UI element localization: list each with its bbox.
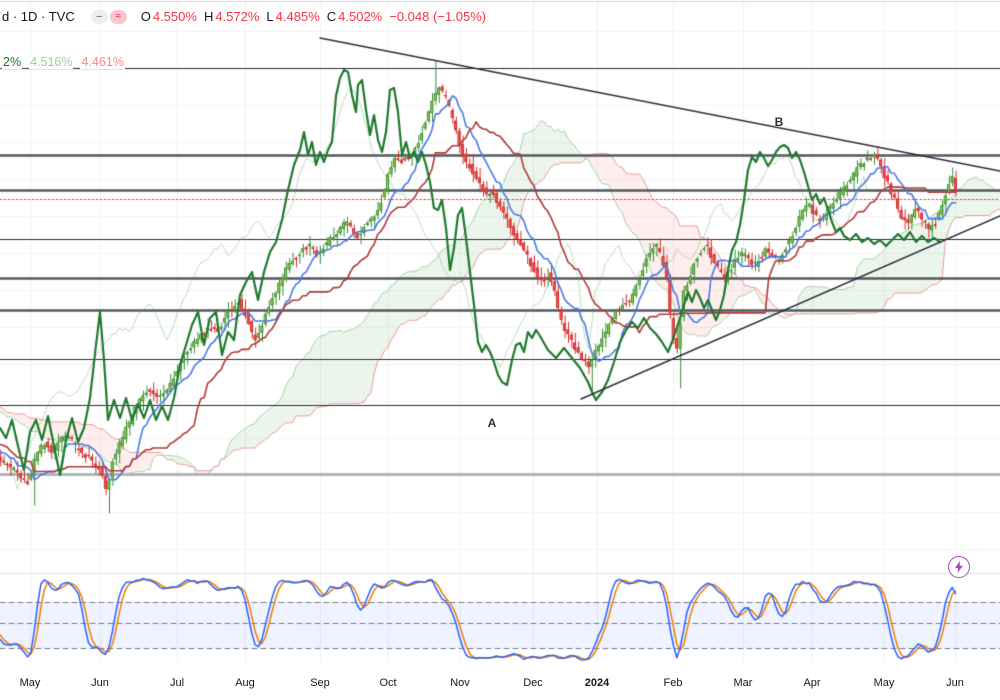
time-axis-label-mar-10: Mar — [733, 677, 753, 689]
lightning-bolt-button[interactable] — [948, 556, 970, 578]
indicator-value-0: 2% — [2, 55, 23, 69]
open-value: 4.550% — [152, 9, 197, 24]
trendline-label-B: B — [774, 115, 784, 129]
lightning-icon — [955, 561, 963, 573]
time-axis-label-feb-9: Feb — [663, 677, 683, 689]
legend-pill-group: – ≈ — [90, 9, 127, 24]
time-axis-label-nov-6: Nov — [450, 677, 470, 689]
close-value: 4.502% — [338, 9, 383, 24]
ohlc-values: O 4.550% H 4.572% L 4.485% C 4.502% −0.048 (… — [140, 9, 487, 24]
low-label: L — [266, 9, 274, 24]
time-axis-label-sep-4: Sep — [310, 677, 330, 689]
hide-indicator-button[interactable]: – — [90, 9, 108, 24]
time-axis-label-jun-13: Jun — [946, 677, 964, 689]
high-label: H — [203, 9, 214, 24]
time-axis[interactable]: May Jun Jul Aug Sep Oct Nov Dec 2024 Feb Mar Apr May… — [0, 663, 1000, 700]
time-axis-label-2024-8: 2024 — [584, 677, 610, 689]
low-value: 4.485% — [275, 9, 320, 24]
time-axis-label-dec-7: Dec — [523, 677, 543, 689]
time-axis-label-oct-5: Oct — [379, 677, 397, 689]
trendline-label-A: A — [487, 416, 497, 430]
open-label: O — [140, 9, 151, 24]
indicator-value-2: 4.461% — [80, 55, 125, 69]
percent-scale-button[interactable]: ≈ — [109, 9, 127, 24]
time-axis-label-aug-3: Aug — [235, 677, 255, 689]
time-axis-label-may-12: May — [873, 677, 895, 689]
indicator-value-1: 4.516% — [29, 55, 74, 69]
symbol-legend: d · 1D · TVC – ≈ O 4.550% H 4.572% L 4.485%… — [2, 9, 487, 24]
time-axis-label-may-0: May — [19, 677, 41, 689]
time-axis-label-jul-2: Jul — [169, 677, 185, 689]
close-label: C — [326, 9, 337, 24]
indicator-values-row: 2% 4.516% 4.461% — [2, 55, 125, 69]
time-axis-label-jun-1: Jun — [91, 677, 109, 689]
high-value: 4.572% — [215, 9, 260, 24]
symbol-title[interactable]: d · 1D · TVC — [2, 9, 77, 24]
time-axis-label-apr-11: Apr — [803, 677, 821, 689]
change-value: −0.048 (−1.05%) — [389, 9, 487, 24]
